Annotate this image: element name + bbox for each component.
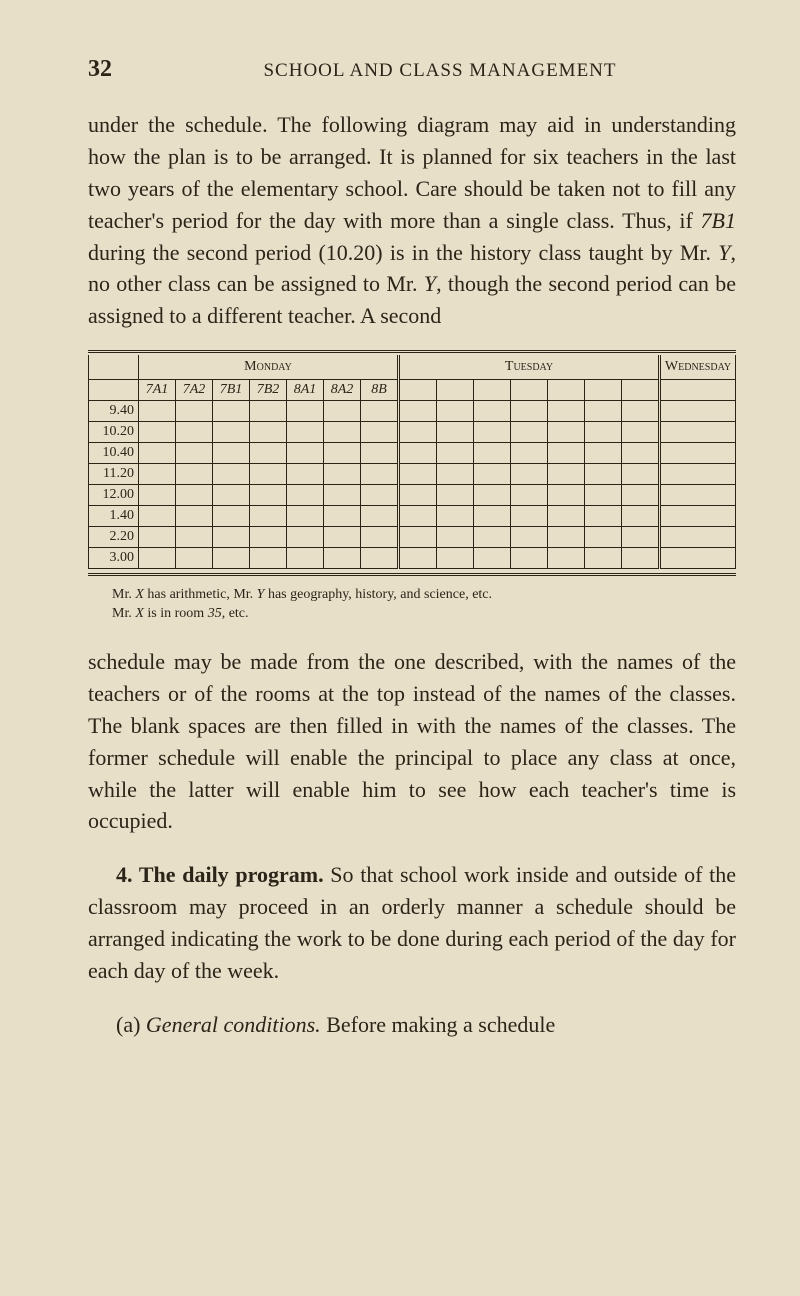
section-heading: The daily program. [139,862,324,887]
time: 11.20 [89,464,139,485]
time: 3.00 [89,548,139,569]
text: has arithmetic, Mr. [144,587,257,602]
teacher-x: X [135,587,144,602]
col-label: 7B1 [213,380,250,401]
time: 12.00 [89,485,139,506]
table-caption: Mr. X has arithmetic, Mr. Y has geograph… [112,586,736,624]
paragraph-3: 4. The daily program. So that school wor… [88,859,736,987]
teacher-y: Y [718,240,730,265]
col-label: 7A1 [139,380,176,401]
time: 10.40 [89,443,139,464]
page-header: 32 SCHOOL AND CLASS MANAGEMENT [88,56,736,83]
room-number: 35 [208,606,222,621]
day-header-monday: Monday [139,355,399,380]
schedule-table: Monday Tuesday Wednesday 7A1 7A2 7B1 7B2… [88,350,736,576]
sub-heading: General conditions. [146,1012,321,1037]
paragraph-2: schedule may be made from the one descri… [88,646,736,837]
section-number: 4. [116,862,139,887]
paragraph-1: under the schedule. The following diagra… [88,109,736,332]
text: Before making a schedule [321,1012,556,1037]
page-number: 32 [88,56,112,83]
paragraph-4: (a) General conditions. Before making a … [88,1009,736,1041]
col-label: 7A2 [176,380,213,401]
col-label: 8A2 [324,380,361,401]
time: 10.20 [89,422,139,443]
sub-label: (a) [116,1012,146,1037]
time: 2.20 [89,527,139,548]
col-label: 8A1 [287,380,324,401]
col-label: 8B [361,380,399,401]
text: , etc. [222,606,249,621]
col-label: 7B2 [250,380,287,401]
text: is in room [144,606,208,621]
teacher-y: Y [424,271,436,296]
class-ref: 7B1 [701,208,736,233]
running-head: SCHOOL AND CLASS MANAGEMENT [144,60,736,82]
teacher-x: X [135,606,144,621]
time: 9.40 [89,401,139,422]
text: Mr. [112,587,135,602]
day-header-tuesday: Tuesday [399,355,660,380]
text: has geography, history, and science, etc… [264,587,492,602]
text: Mr. [112,606,135,621]
text: during the second period (10.20) is in t… [88,240,718,265]
time: 1.40 [89,506,139,527]
day-header-wednesday: Wednesday [660,355,736,380]
text: under the schedule. The following diagra… [88,112,736,233]
